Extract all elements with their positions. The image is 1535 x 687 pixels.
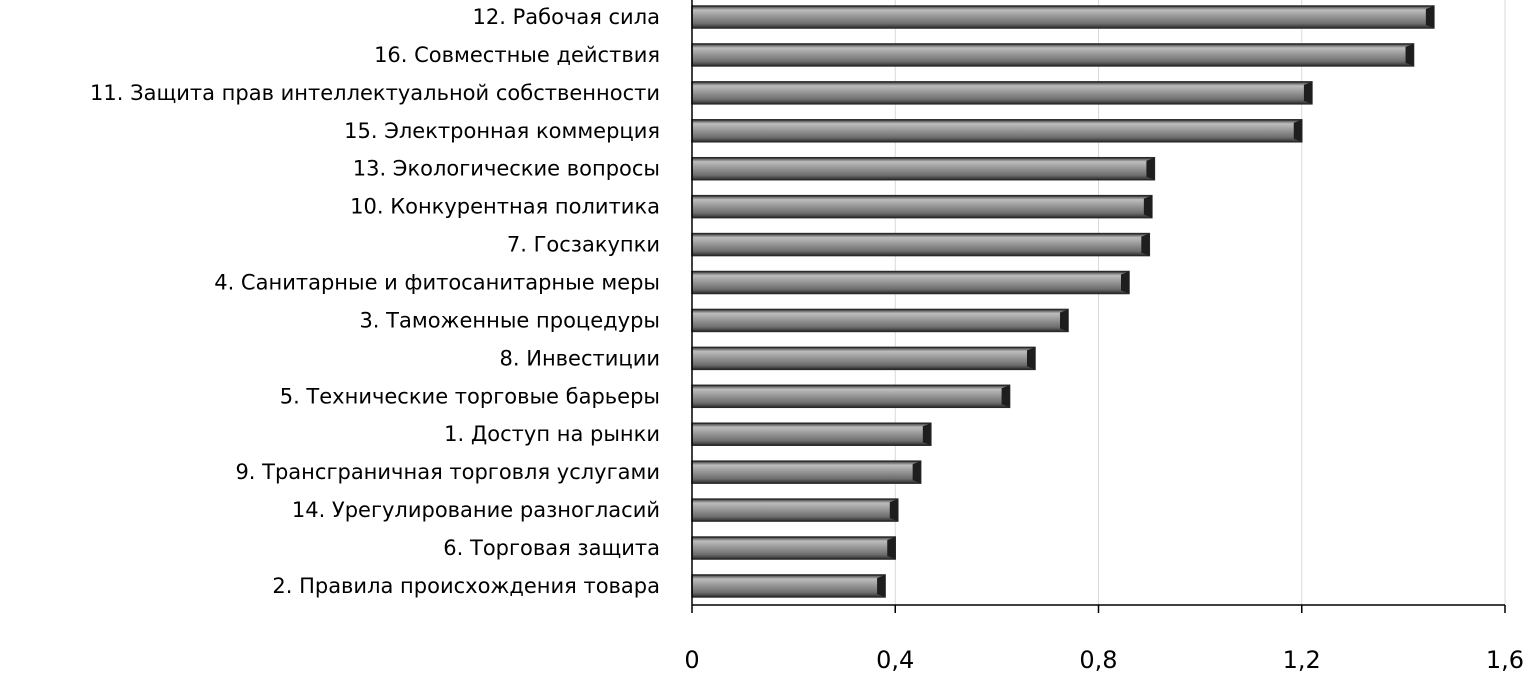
category-label: 16. Совместные действия [374, 43, 660, 67]
bar [691, 194, 1153, 219]
category-label: 5. Технические торговые барьеры [280, 384, 660, 408]
x-axis: 0 0,4 0,8 1,2 1,6 [684, 0, 1524, 674]
category-label: 15. Электронная коммерция [344, 119, 660, 143]
category-label: 4. Санитарные и фитосанитарные меры [214, 271, 660, 295]
bar-end-cap [1293, 119, 1302, 142]
bar-end-cap [887, 537, 896, 560]
bar-body [691, 498, 899, 522]
bar-body [691, 232, 1151, 257]
bars [691, 5, 1435, 598]
bar [691, 574, 886, 598]
bar-body [691, 156, 1156, 181]
bar [691, 384, 1011, 409]
category-label: 1. Доступ на рынки [444, 422, 660, 446]
bar [691, 308, 1069, 333]
bar [691, 81, 1313, 105]
category-labels: 12. Рабочая сила 16. Совместные действия 1… [90, 5, 660, 598]
bar-end-cap [1060, 309, 1069, 332]
category-label: 8. Инвестиции [500, 346, 660, 370]
bar [691, 119, 1303, 143]
bar-end-cap [1026, 347, 1035, 370]
bar-body [691, 308, 1069, 333]
bar [691, 460, 922, 484]
bar-end-cap [922, 423, 931, 446]
x-tick-label: 1,6 [1486, 646, 1524, 674]
category-label: 7. Госзакупки [507, 233, 660, 257]
bar-body [691, 460, 922, 484]
bar [691, 43, 1415, 67]
bar-end-cap [1146, 157, 1155, 180]
bar-body [691, 536, 896, 560]
category-label: 2. Правила происхождения товара [272, 574, 660, 598]
bar-body [691, 384, 1011, 409]
bar-end-cap [1001, 385, 1010, 408]
bar-end-cap [1120, 271, 1129, 294]
bar-body [691, 346, 1036, 371]
bar-end-cap [1143, 195, 1152, 218]
category-label: 13. Экологические вопросы [353, 157, 660, 181]
bar-end-cap [912, 461, 921, 484]
bar [691, 346, 1036, 371]
bar-body [691, 119, 1303, 143]
bar [691, 536, 896, 560]
bar-body [691, 422, 932, 446]
bar-body [691, 270, 1130, 295]
bar [691, 422, 932, 446]
bar-end-cap [889, 499, 898, 522]
category-label: 9. Трансграничная торговля услугами [235, 460, 660, 484]
bar-body [691, 81, 1313, 105]
category-label: 6. Торговая защита [443, 536, 660, 560]
bar-body [691, 574, 886, 598]
bar-body [691, 5, 1435, 29]
bar [691, 5, 1435, 29]
category-label: 11. Защита прав интеллектуальной собстве… [90, 81, 660, 105]
category-label: 10. Конкурентная политика [350, 195, 660, 219]
bar-end-cap [1303, 81, 1312, 104]
x-tick-label: 0,4 [876, 646, 914, 674]
bar [691, 270, 1130, 295]
category-label: 14. Урегулирование разногласий [292, 498, 660, 522]
x-tick-label: 1,2 [1283, 646, 1321, 674]
bar [691, 498, 899, 522]
bar [691, 156, 1156, 181]
bar-end-cap [1141, 233, 1150, 256]
category-label: 3. Таможенные процедуры [359, 308, 660, 332]
bar-end-cap [1425, 6, 1434, 28]
x-tick-label: 0,8 [1079, 646, 1117, 674]
bar [691, 232, 1151, 257]
bar-end-cap [877, 574, 886, 597]
bar-body [691, 43, 1415, 67]
x-tick-label: 0 [684, 646, 699, 674]
category-label: 12. Рабочая сила [473, 5, 660, 29]
bar-end-cap [1405, 43, 1414, 66]
bar-body [691, 194, 1153, 219]
